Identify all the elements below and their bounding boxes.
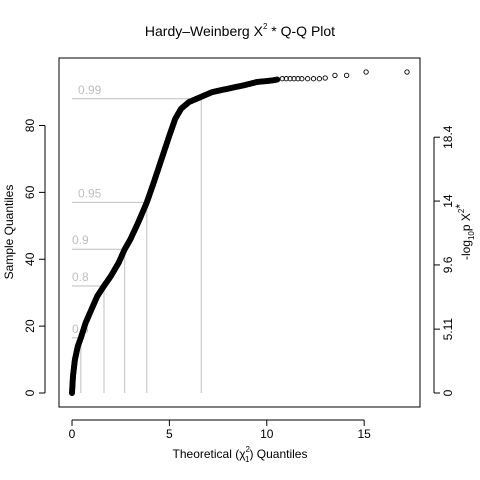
data-point [279, 76, 285, 82]
y-tick-label: 80 [23, 119, 37, 133]
data-point [316, 76, 323, 82]
y2label-suffix: * [453, 204, 467, 209]
plot-frame [58, 57, 421, 408]
y2-tick-label: 5.11 [441, 318, 455, 341]
data-point [283, 76, 289, 82]
y-axis-label-text: Sample Quantiles [2, 185, 16, 280]
xlabel-subscript: 1 [245, 455, 250, 464]
y-tick-label: 0 [23, 389, 37, 396]
y-tick-label: 40 [23, 252, 37, 266]
x-axis: 0 5 10 15 [69, 419, 371, 441]
y2label-subscript: 10 [467, 231, 476, 240]
quantile-label: 0.8 [72, 270, 89, 284]
chart-title: Hardy–Weinberg X2 * Q-Q Plot [145, 22, 335, 39]
data-point [343, 72, 350, 78]
title-main: Hardy–Weinberg X [145, 23, 264, 39]
y-axis: 0 20 40 60 80 [23, 119, 46, 396]
y2-axis-label: -log10p X2* [453, 204, 476, 260]
title-superscript: 2 [263, 22, 268, 31]
chart-title-text: Hardy–Weinberg X2 * Q-Q Plot [145, 22, 335, 39]
data-point [295, 76, 301, 82]
quantile-label: 0.95 [78, 186, 102, 200]
y2-axis-label-text: -log10p X2* [453, 204, 476, 260]
data-point [332, 72, 338, 78]
data-point [299, 76, 305, 82]
data-point [305, 76, 311, 82]
xlabel-main: Theoretical (χ [173, 447, 247, 461]
xlabel-superscript: 2 [246, 445, 251, 454]
y2label-superscript: 2 [457, 208, 466, 213]
data-point [287, 76, 293, 82]
xlabel-suffix: ) Quantiles [249, 447, 307, 461]
data-point [404, 69, 410, 75]
y-axis-label: Sample Quantiles [2, 185, 16, 280]
data-point [363, 69, 369, 75]
y2-tick-label: 0 [441, 389, 455, 396]
x-tick-label: 0 [69, 427, 76, 441]
y-tick-label: 60 [23, 185, 37, 199]
y2label-mid: p X [459, 213, 473, 231]
quantile-label: 0.99 [78, 83, 102, 97]
x-tick-label: 10 [260, 427, 274, 441]
y2-tick-label: 14 [441, 194, 455, 208]
quantile-label: 0.9 [72, 233, 89, 247]
data-points [69, 69, 410, 396]
data-point [291, 76, 297, 82]
data-point [322, 75, 328, 81]
x-axis-label: Theoretical (χ2 1) Quantiles [173, 445, 308, 464]
data-point [274, 76, 281, 83]
y2-tick-label: 18.4 [441, 125, 455, 149]
x-tick-label: 15 [357, 427, 371, 441]
title-suffix: * Q-Q Plot [267, 23, 335, 39]
y2-axis: 0 5.11 9.6 14 18.4 [433, 125, 455, 396]
data-point [310, 76, 317, 82]
y2-tick-label: 9.6 [441, 256, 455, 273]
quantile-markers: 0.50.80.90.950.99 [72, 83, 202, 393]
y2label-main: -log [459, 240, 473, 260]
x-tick-label: 5 [166, 427, 173, 441]
x-axis-label-text: Theoretical (χ2 1) Quantiles [173, 445, 308, 464]
y-tick-label: 20 [23, 319, 37, 333]
